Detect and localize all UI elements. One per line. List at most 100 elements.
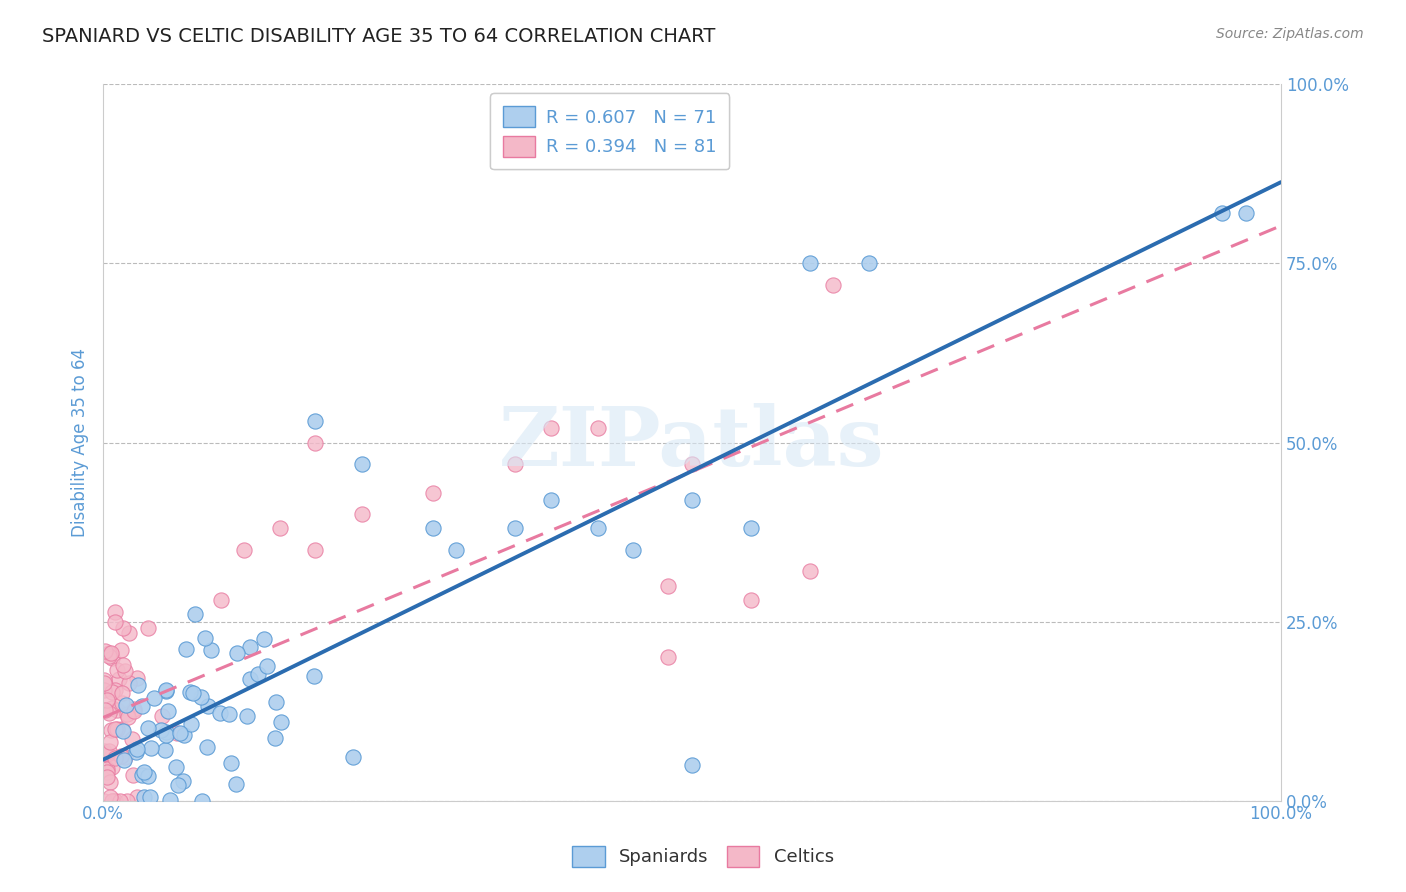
Point [136,721,159,735]
Legend: R = 0.607   N = 71, R = 0.394   N = 81: R = 0.607 N = 71, R = 0.394 N = 81 [491,94,730,169]
Point [233,543,256,558]
Point [180,717,202,731]
Point [270,715,292,730]
Point [100,723,122,738]
Point [681,492,703,507]
Point [194,632,217,646]
Point [219,756,242,770]
Point [96,762,118,776]
Point [134,764,156,779]
Point [101,794,124,808]
Point [104,605,127,619]
Point [157,704,180,718]
Point [93,675,115,690]
Point [136,621,159,635]
Point [104,794,127,808]
Point [657,650,679,665]
Point [209,706,232,720]
Legend: Spaniards, Celtics: Spaniards, Celtics [565,838,841,874]
Point [105,722,128,736]
Point [799,256,821,270]
Point [304,435,326,450]
Point [93,703,115,717]
Point [98,744,121,758]
Point [108,794,131,808]
Point [352,507,374,521]
Point [114,698,136,712]
Point [586,421,609,435]
Text: SPANIARD VS CELTIC DISABILITY AGE 35 TO 64 CORRELATION CHART: SPANIARD VS CELTIC DISABILITY AGE 35 TO … [42,27,716,45]
Point [264,695,287,709]
Point [111,657,134,672]
Point [422,521,444,535]
Point [104,615,127,629]
Point [505,457,527,471]
Point [239,672,262,686]
Point [112,723,135,738]
Point [100,750,122,764]
Point [150,723,173,737]
Point [121,768,143,782]
Point [155,683,177,698]
Point [681,457,703,471]
Point [621,543,644,558]
Point [197,698,219,713]
Point [131,699,153,714]
Point [304,543,326,558]
Text: Source: ZipAtlas.com: Source: ZipAtlas.com [1216,27,1364,41]
Point [225,777,247,791]
Point [190,690,212,704]
Point [125,789,148,804]
Point [179,685,201,699]
Y-axis label: Disability Age 35 to 64: Disability Age 35 to 64 [72,348,89,537]
Point [104,750,127,764]
Point [166,778,188,792]
Point [107,672,129,686]
Point [304,414,326,428]
Point [117,676,139,690]
Point [93,744,115,758]
Point [740,593,762,607]
Point [105,663,128,677]
Point [209,593,232,607]
Point [98,734,121,748]
Point [236,709,259,723]
Point [173,728,195,742]
Point [110,749,132,764]
Point [174,641,197,656]
Point [505,521,527,535]
Point [100,701,122,715]
Point [264,731,287,745]
Point [94,746,117,760]
Point [155,683,177,698]
Point [96,770,118,784]
Point [823,277,845,292]
Point [657,579,679,593]
Point [169,725,191,739]
Point [858,256,880,270]
Point [97,706,120,720]
Point [422,485,444,500]
Point [247,667,270,681]
Point [101,650,124,665]
Point [104,723,127,737]
Point [101,685,124,699]
Point [110,642,132,657]
Point [218,706,240,721]
Point [1211,206,1233,220]
Point [253,632,276,646]
Point [117,710,139,724]
Point [799,565,821,579]
Point [181,686,204,700]
Point [124,704,146,718]
Point [118,625,141,640]
Point [115,794,138,808]
Point [131,767,153,781]
Point [111,723,134,737]
Point [93,682,115,697]
Point [740,521,762,535]
Point [540,421,562,435]
Point [586,521,609,535]
Point [101,760,124,774]
Point [136,769,159,783]
